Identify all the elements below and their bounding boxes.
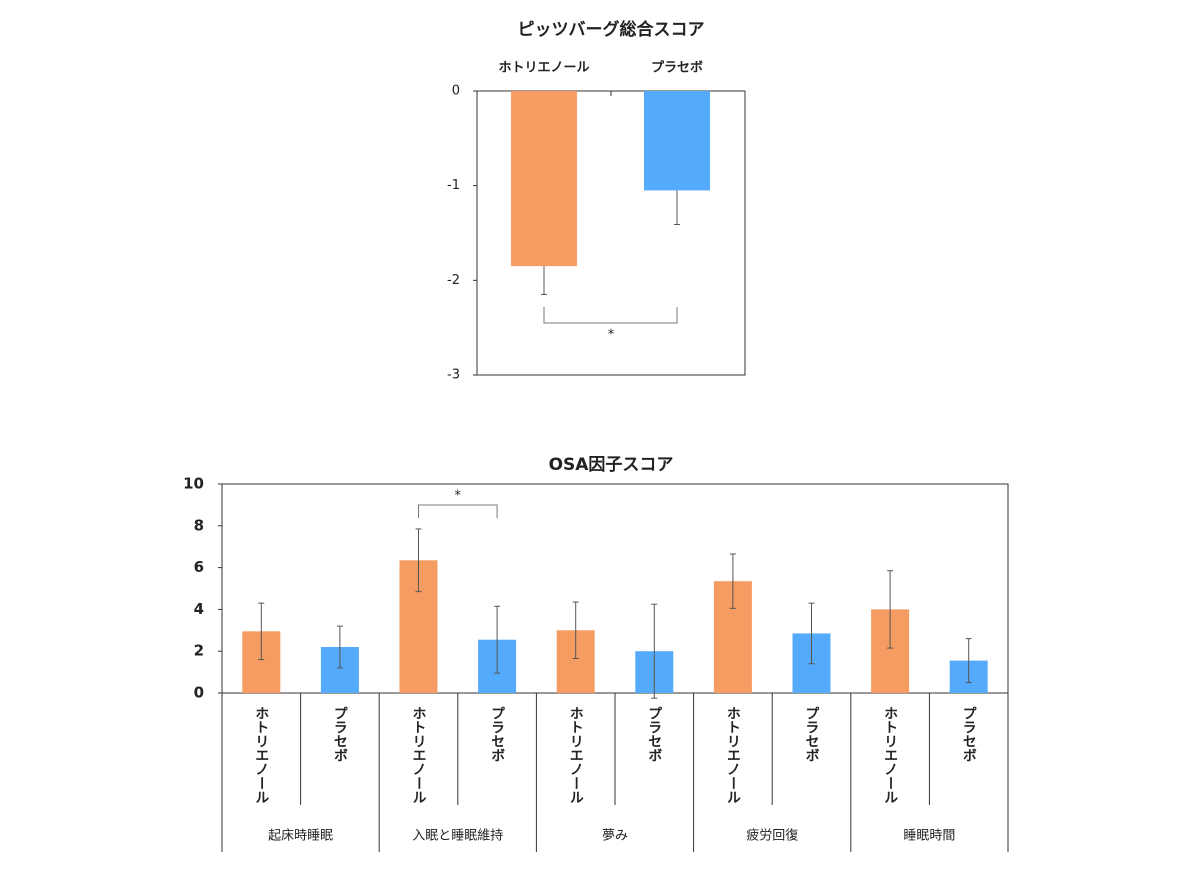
annotation: * <box>608 328 615 343</box>
chart-title: ピッツバーグ総合スコア <box>518 19 705 40</box>
y-tick-label: -1 <box>447 178 460 193</box>
y-tick-label: 4 <box>194 600 204 618</box>
y-tick-label: 10 <box>183 475 204 493</box>
group-label: 睡眠時間 <box>903 829 955 844</box>
bar <box>644 91 710 191</box>
y-tick-label: -3 <box>447 368 460 383</box>
series-label: プラセボ <box>489 706 505 762</box>
series-label: ホトリエノール <box>725 706 741 804</box>
series-label: プラセボ <box>332 706 348 762</box>
y-tick-label: 2 <box>194 642 204 660</box>
y-tick-label: 0 <box>452 84 460 99</box>
y-tick-label: 0 <box>194 684 204 702</box>
group-label: 疲労回復 <box>746 828 798 844</box>
significance-bracket <box>418 504 498 518</box>
group-label: 夢み <box>602 829 628 844</box>
annotation: * <box>455 489 462 504</box>
group-label: 入眠と睡眠維持 <box>412 829 503 844</box>
series-label: プラセボ <box>804 706 820 762</box>
series-label: ホトリエノール <box>568 706 584 804</box>
y-tick-label: 8 <box>194 516 204 534</box>
chart-title: OSA因子スコア <box>549 455 674 475</box>
bar <box>511 91 577 267</box>
series-label: プラセボ <box>646 706 662 762</box>
series-label: プラセボ <box>961 706 977 762</box>
y-tick-label: 6 <box>194 558 204 576</box>
series-label: ホトリエノール <box>882 706 898 804</box>
series-label: ホトリエノール <box>253 706 269 804</box>
x-tick-label: プラセボ <box>651 60 703 76</box>
plot-frame <box>222 483 1009 693</box>
group-label: 起床時睡眠 <box>268 829 333 844</box>
y-tick-label: -2 <box>447 273 460 288</box>
x-tick-label: ホトリエノール <box>498 61 589 76</box>
significance-bracket <box>543 307 678 324</box>
series-label: ホトリエノール <box>411 706 427 804</box>
